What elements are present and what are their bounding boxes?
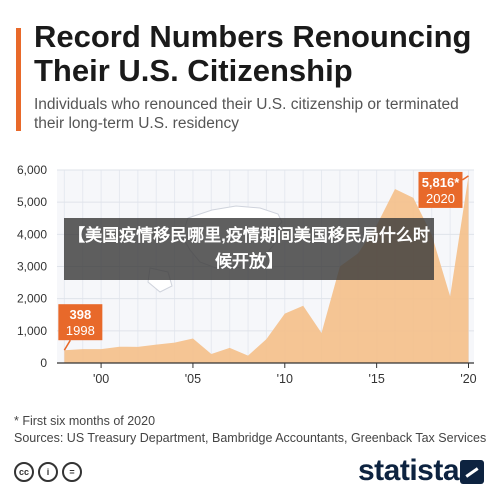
x-tick-label: '05 <box>185 372 201 386</box>
y-tick-label: 6,000 <box>17 163 47 177</box>
y-tick-label: 5,000 <box>17 195 47 209</box>
annotation-value: 398 <box>69 307 91 322</box>
page-title: Record Numbers Renouncing Their U.S. Cit… <box>34 19 472 88</box>
equals-icon[interactable]: = <box>62 462 82 482</box>
x-tick-label: '15 <box>368 372 384 386</box>
statista-logo-mark <box>460 460 484 484</box>
footnote: * First six months of 2020 Sources: US T… <box>14 413 494 447</box>
annotation-year: 2020 <box>426 191 455 206</box>
overlay-banner: 【美国疫情移民哪里,疫情期间美国移民局什么时候开放】 <box>64 218 434 280</box>
y-tick-label: 1,000 <box>17 324 47 338</box>
x-tick-label: '20 <box>460 372 476 386</box>
statista-logo[interactable]: statista <box>358 454 460 487</box>
annotation-connector <box>462 175 469 181</box>
y-tick-label: 3,000 <box>17 260 47 274</box>
chart-axes: 0 1,000 2,000 3,000 4,000 5,000 6,000 '00 '05 '10… <box>17 163 477 386</box>
annotation-value: 5,816* <box>422 175 461 190</box>
cc-icon[interactable]: cc <box>14 462 34 482</box>
footnote-asterisk: * First six months of 2020 <box>14 414 156 428</box>
sources-text: Sources: US Treasury Department, Bambrid… <box>14 431 487 445</box>
accent-bar <box>16 28 21 131</box>
info-icon[interactable]: i <box>38 462 58 482</box>
area-series-path <box>64 175 469 363</box>
y-tick-label: 4,000 <box>17 227 47 241</box>
x-tick-label: '00 <box>93 372 109 386</box>
annotation-box <box>418 171 463 208</box>
license-icons: cc i = <box>14 462 82 484</box>
annotation-year: 1998 <box>66 323 95 338</box>
y-tick-label: 0 <box>40 356 47 370</box>
x-tick-label: '10 <box>277 372 293 386</box>
page-subtitle: Individuals who renounced their U.S. cit… <box>34 96 459 132</box>
chart-area-series <box>64 175 469 363</box>
y-tick-label: 2,000 <box>17 292 47 306</box>
annotation-connector <box>63 339 71 351</box>
annotation-box <box>58 304 103 341</box>
